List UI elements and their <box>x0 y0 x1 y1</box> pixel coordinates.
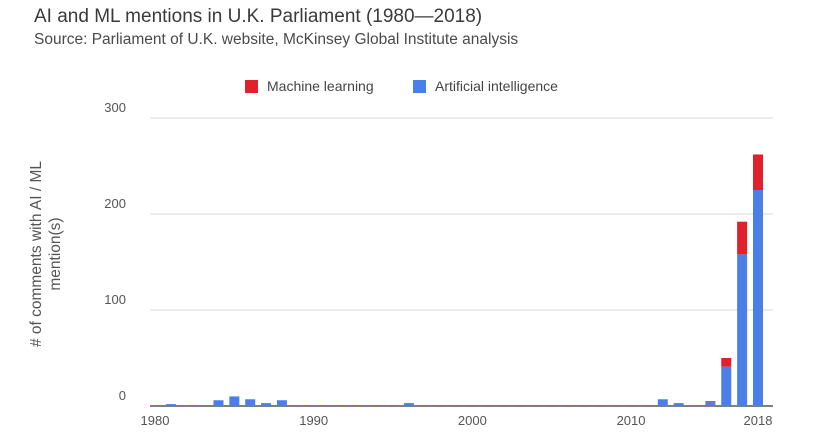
y-tick-label: 0 <box>119 388 126 403</box>
bar-artificial-intelligence-1991[interactable] <box>324 405 335 407</box>
x-tick-label: 2000 <box>458 413 487 428</box>
legend-label-machine-learning: Machine learning <box>267 78 374 94</box>
bar-artificial-intelligence-1997[interactable] <box>419 405 430 407</box>
bar-artificial-intelligence-1983[interactable] <box>197 405 208 407</box>
bar-artificial-intelligence-2013[interactable] <box>673 403 684 406</box>
bar-artificial-intelligence-2009[interactable] <box>610 405 621 407</box>
tick-labels: 0 100 200 300 1980 1990 2000 2010 2018 <box>104 100 772 428</box>
x-tick-label: 1990 <box>299 413 328 428</box>
bar-artificial-intelligence-2016[interactable] <box>721 366 732 406</box>
x-tick-label: 1980 <box>141 413 170 428</box>
bar-artificial-intelligence-1998[interactable] <box>435 405 446 407</box>
bar-artificial-intelligence-1996[interactable] <box>403 403 414 406</box>
legend-swatch-machine-learning <box>245 79 258 93</box>
bar-artificial-intelligence-2000[interactable] <box>467 405 478 407</box>
bar-artificial-intelligence-2005[interactable] <box>546 405 557 407</box>
x-tick-label: 2018 <box>744 413 773 428</box>
bar-artificial-intelligence-1984[interactable] <box>213 400 224 406</box>
bar-artificial-intelligence-2007[interactable] <box>578 405 589 407</box>
legend-swatch-artificial-intelligence <box>413 79 426 93</box>
bar-artificial-intelligence-1992[interactable] <box>340 405 351 407</box>
bar-artificial-intelligence-1999[interactable] <box>451 405 462 407</box>
y-tick-label: 300 <box>104 100 126 115</box>
bar-machine-learning-2017[interactable] <box>737 221 748 255</box>
bar-artificial-intelligence-1995[interactable] <box>388 405 399 407</box>
x-tick-label: 2010 <box>617 413 646 428</box>
chart-subtitle: Source: Parliament of U.K. website, McKi… <box>34 31 519 48</box>
gridlines <box>150 117 773 407</box>
bar-artificial-intelligence-2011[interactable] <box>641 405 652 407</box>
bar-artificial-intelligence-1989[interactable] <box>292 405 303 407</box>
bar-machine-learning-2015[interactable] <box>705 401 716 403</box>
bar-artificial-intelligence-1993[interactable] <box>356 405 367 407</box>
y-tick-label: 200 <box>104 196 126 211</box>
bar-artificial-intelligence-1990[interactable] <box>308 405 319 407</box>
bar-artificial-intelligence-2008[interactable] <box>594 405 605 407</box>
bar-artificial-intelligence-1985[interactable] <box>229 396 240 406</box>
bars <box>150 154 763 407</box>
bar-artificial-intelligence-2003[interactable] <box>514 405 525 407</box>
bar-artificial-intelligence-1987[interactable] <box>261 403 272 406</box>
bar-machine-learning-2018[interactable] <box>753 154 763 190</box>
bar-artificial-intelligence-2006[interactable] <box>562 405 573 407</box>
chart-title: AI and ML mentions in U.K. Parliament (1… <box>34 6 483 27</box>
y-tick-label: 100 <box>104 292 126 307</box>
bar-artificial-intelligence-2018[interactable] <box>753 190 763 406</box>
legend-item-artificial-intelligence[interactable]: Artificial intelligence <box>413 78 558 94</box>
bar-artificial-intelligence-2004[interactable] <box>530 405 541 407</box>
bar-artificial-intelligence-2014[interactable] <box>689 405 700 407</box>
bar-artificial-intelligence-2012[interactable] <box>657 399 668 406</box>
bar-artificial-intelligence-1994[interactable] <box>372 405 383 407</box>
bar-artificial-intelligence-2015[interactable] <box>705 402 716 406</box>
bar-artificial-intelligence-1980[interactable] <box>150 405 160 407</box>
legend-item-machine-learning[interactable]: Machine learning <box>245 78 374 94</box>
bar-artificial-intelligence-2001[interactable] <box>483 405 494 407</box>
bar-artificial-intelligence-2010[interactable] <box>626 405 637 407</box>
bar-machine-learning-2016[interactable] <box>721 358 732 367</box>
chart-legend: Machine learning Artificial intelligence <box>0 78 816 98</box>
legend-label-artificial-intelligence: Artificial intelligence <box>435 78 558 94</box>
bar-artificial-intelligence-1981[interactable] <box>165 404 176 406</box>
bar-artificial-intelligence-2017[interactable] <box>737 254 748 406</box>
bar-artificial-intelligence-1988[interactable] <box>276 400 287 406</box>
bar-artificial-intelligence-1986[interactable] <box>245 399 256 406</box>
bar-artificial-intelligence-1982[interactable] <box>181 405 192 407</box>
bar-artificial-intelligence-2002[interactable] <box>499 405 510 407</box>
